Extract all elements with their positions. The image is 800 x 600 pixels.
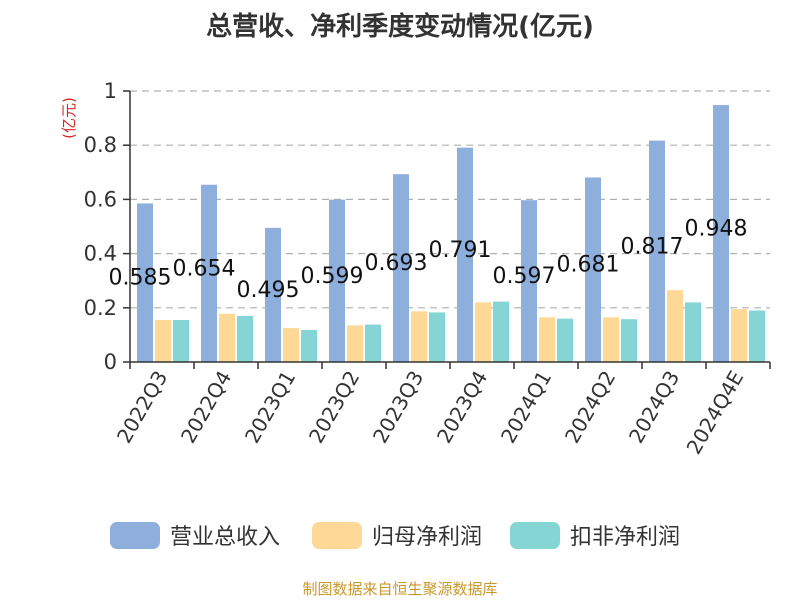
- data-label: 0.597: [493, 264, 556, 289]
- x-tick-label: 2024Q2: [560, 367, 620, 448]
- data-label: 0.599: [301, 264, 364, 289]
- x-tick-label: 2022Q3: [112, 367, 172, 448]
- x-tick-label: 2022Q4: [176, 367, 236, 448]
- data-label: 0.495: [237, 278, 300, 303]
- bar-non-recurring-profit: [621, 319, 637, 362]
- legend: 营业总收入 归母净利润 扣非净利润: [110, 522, 680, 550]
- legend-swatch: [510, 522, 560, 549]
- data-label: 0.948: [685, 217, 748, 242]
- bar-non-recurring-profit: [237, 315, 253, 362]
- x-tick-label: 2024Q4E: [682, 367, 749, 459]
- bar-net-profit: [603, 317, 619, 362]
- y-tick-label: 0: [104, 350, 117, 374]
- bar-revenue: [649, 140, 665, 362]
- legend-label: 营业总收入: [170, 525, 280, 550]
- bar-revenue: [201, 184, 217, 362]
- bar-revenue: [585, 177, 601, 362]
- data-label: 0.791: [429, 238, 492, 263]
- bar-non-recurring-profit: [365, 324, 381, 362]
- bar-revenue: [457, 147, 473, 362]
- bar-net-profit: [155, 319, 171, 362]
- legend-swatch: [110, 522, 160, 549]
- bar-revenue: [137, 203, 153, 362]
- data-label: 0.654: [173, 256, 236, 281]
- y-tick-label: 0.2: [84, 296, 117, 320]
- x-tick-label: 2023Q3: [368, 367, 428, 448]
- bars: [137, 105, 765, 362]
- x-tick-label: 2024Q3: [624, 367, 684, 448]
- data-label: 0.693: [365, 251, 428, 276]
- bar-non-recurring-profit: [173, 319, 189, 362]
- y-tick-label: 1: [104, 79, 117, 103]
- legend-label: 扣非净利润: [570, 525, 680, 550]
- bar-net-profit: [283, 328, 299, 362]
- bar-net-profit: [347, 325, 363, 362]
- bar-net-profit: [411, 311, 427, 362]
- bar-non-recurring-profit: [301, 330, 317, 362]
- y-tick-label: 0.4: [84, 242, 117, 266]
- legend-label: 归母净利润: [372, 525, 482, 550]
- y-axis-unit: (亿元): [60, 97, 78, 139]
- data-label: 0.817: [621, 234, 684, 259]
- legend-swatch: [312, 522, 362, 549]
- bar-net-profit: [219, 313, 235, 362]
- x-tick-label: 2024Q1: [496, 367, 556, 448]
- y-tick-label: 0.8: [84, 133, 117, 157]
- x-tick-label: 2023Q4: [432, 367, 492, 448]
- bar-non-recurring-profit: [749, 310, 765, 362]
- bar-non-recurring-profit: [493, 301, 509, 362]
- bar-revenue: [265, 227, 281, 362]
- bar-net-profit: [731, 309, 747, 362]
- data-label: 0.585: [109, 266, 172, 291]
- bar-net-profit: [539, 317, 555, 362]
- y-tick-label: 0.6: [84, 187, 117, 211]
- x-tick-label: 2023Q2: [304, 367, 364, 448]
- chart-title: 总营收、净利季度变动情况(亿元): [206, 12, 594, 42]
- bar-non-recurring-profit: [685, 302, 701, 362]
- x-tick-label: 2023Q1: [240, 367, 300, 448]
- bar-non-recurring-profit: [557, 318, 573, 362]
- bar-revenue: [329, 199, 345, 362]
- bar-revenue: [393, 174, 409, 362]
- bar-revenue: [713, 105, 729, 362]
- bar-revenue: [521, 200, 537, 362]
- bar-non-recurring-profit: [429, 312, 445, 362]
- source-note: 制图数据来自恒生聚源数据库: [302, 580, 498, 598]
- bar-net-profit: [667, 290, 683, 362]
- bar-net-profit: [475, 302, 491, 362]
- data-label: 0.681: [557, 253, 620, 278]
